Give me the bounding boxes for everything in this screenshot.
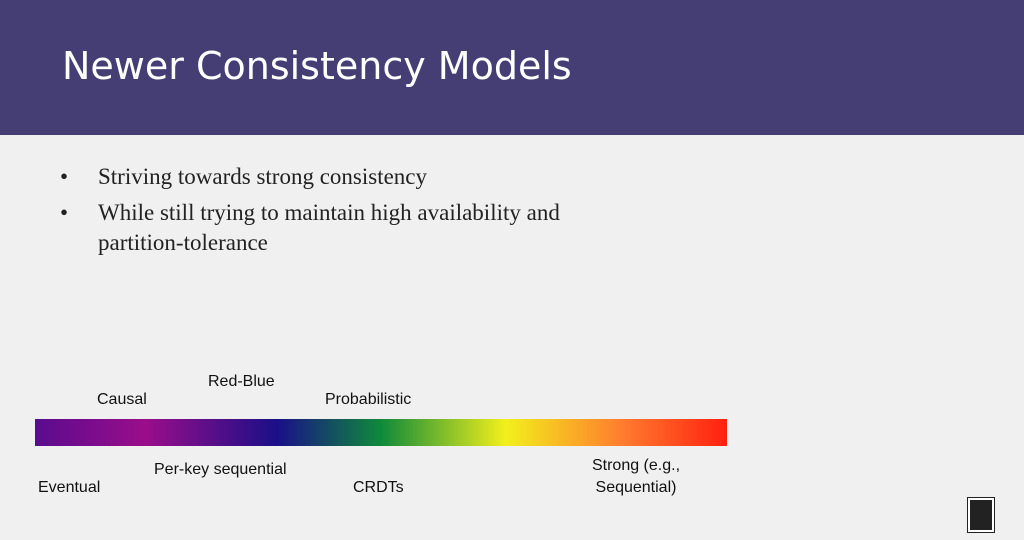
bullets: Striving towards strong consistency Whil… <box>60 162 560 264</box>
label: CRDTs <box>353 479 404 496</box>
label: Red-Blue <box>208 373 275 390</box>
label: Probabilistic <box>325 391 412 408</box>
label: Per-key sequential <box>154 461 287 478</box>
logo <box>967 497 995 533</box>
label: Strong (e.g., Sequential) <box>591 457 681 496</box>
bullet: Striving towards strong consistency <box>60 162 560 192</box>
header: Newer Consistency Models <box>0 0 1024 135</box>
spectrum-bar <box>35 419 727 446</box>
label: Causal <box>97 391 147 408</box>
bullet: While still trying to maintain high avai… <box>60 198 560 258</box>
label: Eventual <box>38 479 101 496</box>
title: Newer Consistency Models <box>62 44 572 88</box>
